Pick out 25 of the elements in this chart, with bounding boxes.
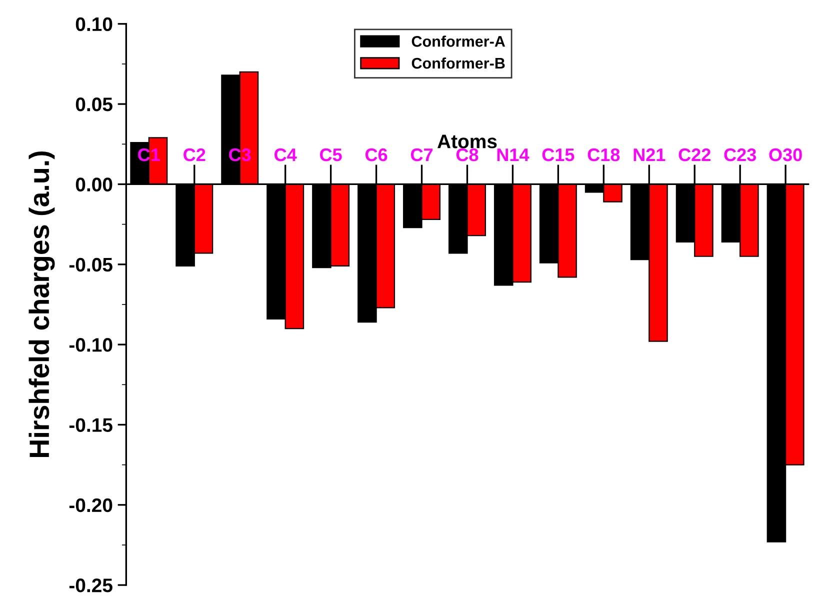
legend-label: Conformer-B <box>412 57 505 69</box>
y-tick-label: -0.15 <box>69 418 112 432</box>
y-tick-label: -0.05 <box>69 258 112 272</box>
x-tick-label: C18 <box>588 148 620 162</box>
y-tick-label: -0.20 <box>69 498 112 512</box>
y-axis-title: Hirshfeld charges (a.u.) <box>28 151 55 457</box>
y-tick-label: 0.00 <box>76 178 112 192</box>
x-tick-label: C5 <box>320 148 342 162</box>
y-tick-label: 0.10 <box>76 17 112 32</box>
x-axis-title: Atoms <box>437 134 497 148</box>
x-tick-label: C6 <box>365 148 388 162</box>
x-tick-label: C8 <box>456 148 478 162</box>
x-tick-label: C22 <box>678 148 710 162</box>
legend-label: Conformer-A <box>412 36 506 47</box>
x-tick-label: C15 <box>542 148 574 162</box>
x-tick-label: N21 <box>634 148 666 162</box>
x-tick-label: C2 <box>184 148 206 162</box>
x-tick-label: N14 <box>497 148 530 162</box>
y-tick-label: -0.10 <box>69 338 112 352</box>
x-tick-label: C23 <box>724 148 756 162</box>
x-tick-label: O30 <box>769 148 802 162</box>
y-tick-label: 0.05 <box>76 98 112 112</box>
y-tick-label: -0.25 <box>69 578 112 592</box>
x-tick-label: C4 <box>274 148 297 162</box>
x-tick-label: C7 <box>410 148 433 162</box>
